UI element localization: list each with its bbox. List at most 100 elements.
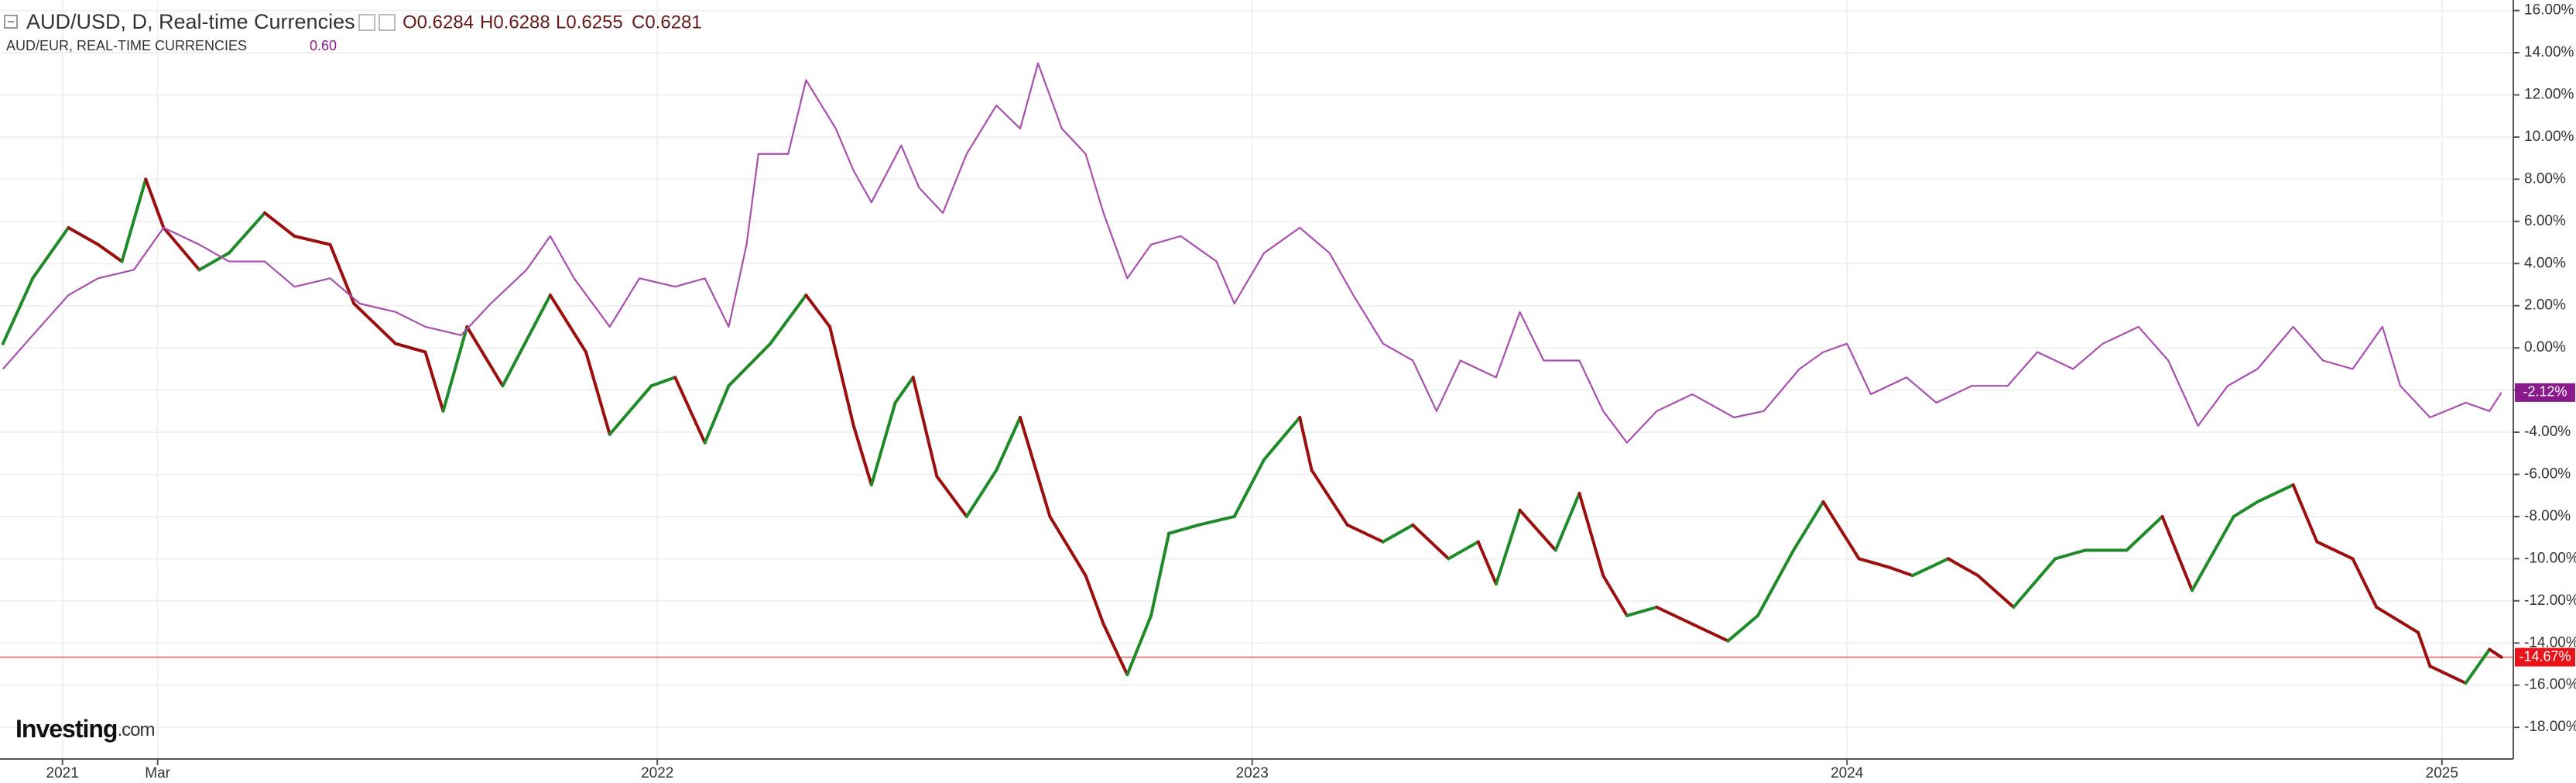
price-segment [995, 416, 1023, 472]
price-segment [501, 294, 552, 388]
price-segment [1262, 416, 1302, 462]
x-tick-label: 2025 [2426, 765, 2458, 781]
main-title: AUD/USD, D, Real-time Currencies [26, 10, 355, 33]
last-value-label: -14.67% [2519, 648, 2571, 664]
price-segment [1726, 613, 1759, 643]
price-segment [1101, 622, 1129, 677]
price-segment [1821, 500, 1861, 561]
price-segment [1494, 508, 1522, 586]
price-segment [1690, 622, 1730, 643]
y-tick-label: 16.00% [2524, 2, 2574, 19]
price-segment [1792, 500, 1825, 552]
y-tick-label: 4.00% [2524, 255, 2566, 271]
price-segment [828, 325, 855, 428]
price-segment [1553, 492, 1581, 552]
price-segment [1048, 514, 1088, 578]
y-tick-label: 10.00% [2524, 129, 2574, 145]
y-tick-label: -6.00% [2524, 466, 2571, 483]
y-tick-label: 0.00% [2524, 339, 2566, 355]
x-tick-label: 2021 [46, 765, 79, 781]
logo-main: Investing [15, 715, 117, 743]
settings-icon[interactable] [358, 14, 375, 31]
last-value-box [2515, 383, 2575, 402]
price-segment [893, 376, 915, 404]
x-tick-label: 2023 [1236, 765, 1269, 781]
price-segment [1476, 540, 1498, 586]
price-segment [441, 325, 469, 413]
price-segment [1197, 514, 1236, 527]
price-segment [2464, 647, 2492, 685]
price-segment [227, 211, 266, 255]
price-segment [548, 294, 587, 354]
price-segment [1, 276, 35, 345]
price-segment [1601, 574, 1629, 617]
price-segment [1577, 492, 1605, 578]
price-segment [2012, 557, 2057, 609]
price-segment [1447, 540, 1480, 561]
collapse-icon[interactable] [4, 15, 18, 29]
price-segment [2190, 514, 2235, 592]
price-segment [769, 294, 808, 345]
ohlc-item: L0.6255 [556, 12, 623, 33]
x-tick-label: Mar [145, 765, 170, 781]
price-segment [1518, 508, 1557, 552]
y-tick-label: 8.00% [2524, 170, 2566, 187]
price-segment [2054, 548, 2087, 561]
price-segment [2160, 514, 2194, 592]
y-tick-label: -10.00% [2524, 550, 2576, 566]
y-tick-label: -12.00% [2524, 592, 2576, 609]
price-segment [673, 376, 707, 445]
price-segment [2232, 500, 2259, 518]
price-segment [1298, 416, 1314, 472]
y-tick-label: 6.00% [2524, 213, 2566, 229]
second-value: 0.60 [310, 38, 337, 53]
price-segment [608, 384, 653, 436]
price-segment [162, 226, 201, 272]
logo: Investing.com [15, 715, 154, 743]
second-title: AUD/EUR, REAL-TIME CURRENCIES [6, 38, 247, 53]
price-segment [293, 234, 332, 246]
ohlc: O0.6284 H0.6288 L0.6255 C0.6281 [358, 12, 702, 33]
price-segment [2375, 606, 2420, 634]
price-segment [1857, 557, 1891, 569]
price-segment [2125, 514, 2164, 552]
price-segment [869, 400, 897, 487]
price-segment [2315, 540, 2355, 561]
price-segment [649, 376, 677, 388]
y-tick-label: -4.00% [2524, 424, 2571, 440]
price-segment [2428, 665, 2468, 685]
price-segment [2351, 557, 2379, 609]
settings-icon[interactable] [379, 14, 396, 31]
price-segment [1381, 523, 1415, 544]
y-tick-label: 14.00% [2524, 44, 2574, 60]
series-line [2, 62, 2502, 444]
price-segment [2291, 483, 2319, 544]
price-segment [67, 226, 100, 246]
price-segment [1019, 416, 1052, 518]
price-segment [328, 242, 356, 305]
price-segment [1232, 458, 1266, 518]
ohlc-item: C0.6281 [632, 12, 702, 33]
y-tick-label: -14.00% [2524, 634, 2576, 651]
y-tick-label: -8.00% [2524, 508, 2571, 524]
price-segment [2488, 647, 2503, 659]
x-tick-label: 2024 [1831, 765, 1864, 781]
price-segment [2256, 483, 2295, 503]
price-segment [1310, 469, 1349, 527]
y-tick-label: -16.00% [2524, 677, 2576, 693]
price-segment [703, 384, 731, 445]
grid [0, 0, 2513, 759]
price-segment [727, 342, 772, 388]
price-segment [197, 251, 231, 272]
price-segment [911, 376, 939, 479]
price-segment [31, 226, 70, 280]
price-segment [1887, 565, 1914, 578]
ohlc-item: H0.6288 [480, 12, 550, 33]
price-segment [1655, 606, 1694, 626]
price-segment [394, 342, 427, 354]
y-tick-label: 2.00% [2524, 297, 2566, 314]
price-segment [465, 325, 505, 388]
price-segment [1411, 523, 1451, 561]
